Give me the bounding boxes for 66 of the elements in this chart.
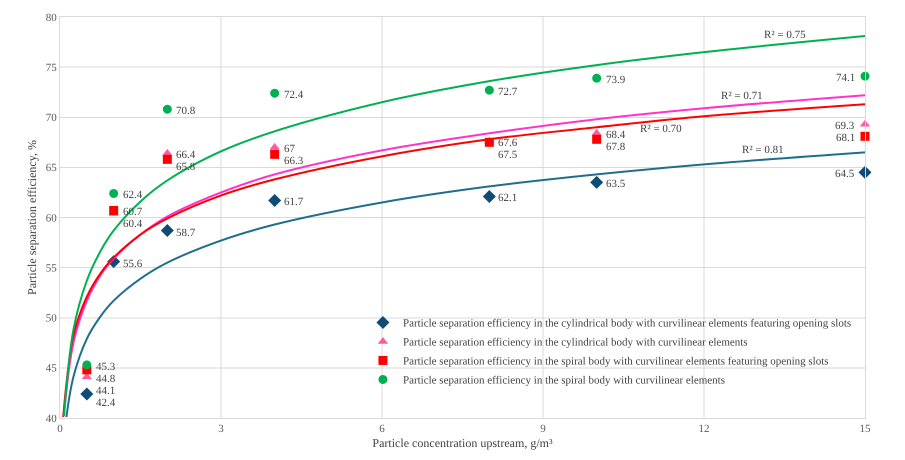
data-label: 72.4 [284,89,304,101]
data-label: 44.8 [96,373,116,385]
point [592,134,602,144]
data-label: 60.4 [123,218,143,230]
data-label: 42.4 [96,397,116,409]
point [270,88,280,98]
x-tick-label: 9 [540,423,546,436]
data-label: 55.6 [123,258,143,270]
point [162,154,172,164]
data-label: 61.7 [284,196,304,208]
legend-label: Particle separation efficiency in the cylindrical body with curvilinear elements featuring opening slots [402,318,852,330]
y-tick-label: 65 [46,162,58,174]
y-tick-label: 45 [46,362,58,375]
data-label: 67 [284,143,296,155]
point [270,150,280,159]
y-tick-label: 60 [46,212,58,224]
x-tick-label: 12 [698,423,710,436]
y-tick-label: 75 [46,62,58,74]
x-tick-label: 3 [218,423,224,436]
annotation: R² = 0.70 [640,123,682,135]
x-tick-label: 15 [860,423,871,436]
point [160,224,174,238]
point [482,190,496,203]
y-tick-label: 55 [46,262,58,274]
point [590,176,604,189]
data-label: 44.1 [96,385,116,397]
point [162,104,172,114]
x-tick-label: 6 [379,423,386,436]
data-label: 67.5 [498,149,518,161]
legend-label: Particle separation efficiency in the spiral body with curvilinear elements featuring opening slots [402,356,829,368]
data-label: 67.8 [606,141,626,153]
data-label: 68.1 [836,132,856,144]
annotation: R² = 0.75 [764,29,806,41]
y-tick-label: 70 [46,112,58,124]
data-label: 72.7 [498,86,518,98]
data-label: 62.4 [123,189,143,201]
legend-label: Particle separation efficiency in the spiral body with curvilinear elements [402,374,725,387]
point [268,194,282,207]
annotation: R² = 0.71 [721,90,763,102]
x-axis-title: Particle concentration upstream, g/m³ [372,436,553,450]
data-label: 45.3 [96,361,116,373]
y-tick-label: 50 [46,312,58,325]
data-label: 64.5 [835,168,855,180]
data-label: 66.3 [284,155,304,167]
legend-label: Particle separation efficiency in the cylindrical body with curvilinear elements [402,336,748,349]
point [80,387,94,400]
y-axis-title: Particle separation efficiency, % [25,140,40,295]
data-label: 74.1 [836,72,856,84]
x-tick-label: 0 [57,423,64,436]
data-label: 66.4 [176,149,196,161]
point [592,74,602,83]
data-label: 69.3 [835,120,855,132]
data-label: 68.4 [606,129,626,141]
data-label: 67.6 [498,137,518,149]
data-label: 63.5 [606,178,626,190]
data-label: 70.8 [176,105,196,117]
point [82,360,92,370]
point [484,86,494,95]
y-tick-label: 80 [46,12,58,24]
data-label: 73.9 [606,74,626,86]
data-label: 62.1 [498,192,518,204]
annotation: R² = 0.81 [742,144,784,156]
point [109,188,118,198]
y-tick-label: 40 [46,412,58,425]
data-label: 58.7 [176,227,196,239]
point [109,206,118,215]
